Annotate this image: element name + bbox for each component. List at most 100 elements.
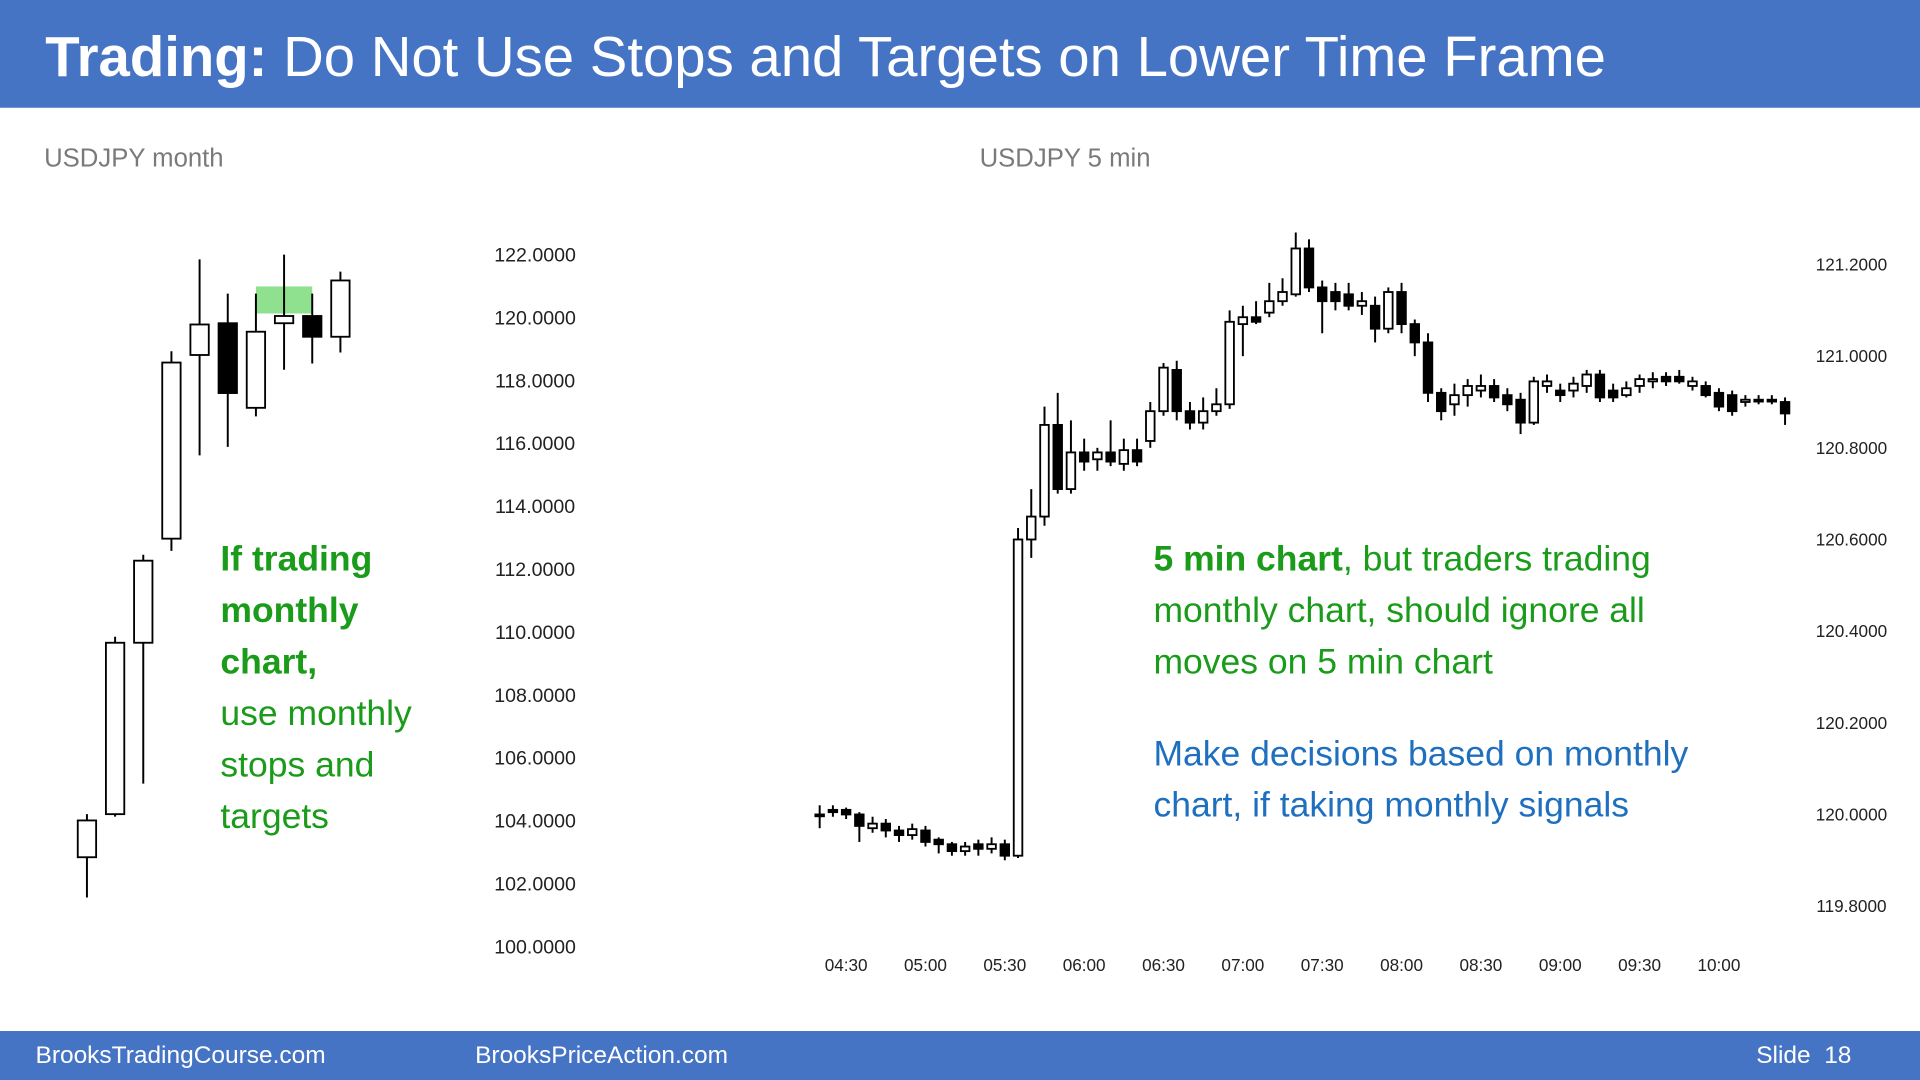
candle-body: [959, 845, 971, 853]
text-run: If trading: [220, 539, 372, 579]
y-tick-label: 116.0000: [495, 433, 575, 455]
candle-body: [893, 829, 905, 836]
candle-body: [840, 808, 852, 816]
x-tick-label: 09:00: [1539, 955, 1582, 975]
y-tick-label: 120.4000: [1816, 621, 1887, 641]
candle-body: [1184, 410, 1196, 424]
candle-body: [880, 822, 892, 832]
candle-body: [1409, 323, 1420, 344]
candle-body: [1740, 398, 1751, 403]
candle-body: [814, 813, 825, 818]
annotation-line: Make decisions based on monthly: [1153, 733, 1688, 773]
candle-body: [1118, 449, 1130, 465]
x-tick-label: 05:00: [904, 955, 947, 975]
y-tick-label: 122.0000: [494, 245, 576, 267]
candle-body: [1012, 538, 1024, 857]
y-tick-label: 120.6000: [1816, 529, 1887, 549]
text-run: use monthly: [220, 693, 412, 733]
candle-body: [1303, 247, 1315, 289]
annotation-line: monthly: [220, 590, 358, 630]
annotation-line: stops and: [220, 744, 374, 784]
text-run: Make decisions based on monthly: [1153, 733, 1688, 773]
y-tick-label: 112.0000: [495, 559, 575, 581]
candle-body: [1383, 291, 1394, 330]
candle-body: [1647, 378, 1659, 383]
candle-body: [245, 330, 267, 409]
chart-title: USDJPY 5 min: [980, 145, 1151, 173]
candle-body: [933, 838, 944, 846]
candle-body: [1475, 385, 1487, 392]
y-tick-label: 120.2000: [1816, 713, 1887, 733]
candle-body: [1039, 423, 1050, 518]
candle-body: [1687, 380, 1698, 387]
y-tick-label: 108.0000: [494, 685, 576, 707]
x-tick-label: 08:30: [1459, 955, 1502, 975]
text-run: stops and: [220, 744, 374, 784]
text-run: 5 min chart: [1153, 539, 1343, 579]
candle-body: [161, 361, 182, 540]
text-run: chart, if taking monthly signals: [1153, 785, 1629, 825]
candle-body: [1541, 380, 1553, 387]
candle-body: [1052, 423, 1063, 490]
y-tick-label: 121.0000: [1816, 346, 1887, 366]
annotation-line: If trading: [220, 539, 372, 579]
x-tick-label: 06:00: [1063, 955, 1106, 975]
candle-body: [1660, 375, 1672, 383]
x-tick-label: 09:30: [1618, 955, 1661, 975]
candle-body: [986, 843, 997, 850]
candle-body: [1290, 247, 1301, 296]
x-tick-label: 08:00: [1380, 955, 1423, 975]
candle-body: [1396, 291, 1407, 326]
candle-body: [1488, 385, 1500, 399]
candle-body: [76, 819, 98, 859]
y-tick-label: 100.0000: [494, 936, 576, 958]
x-tick-label: 10:00: [1698, 955, 1741, 975]
candle-body: [907, 828, 918, 836]
candle-body: [1555, 389, 1566, 397]
candle-body: [946, 843, 958, 853]
candle-body: [1436, 391, 1447, 413]
y-tick-label: 121.2000: [1816, 255, 1887, 275]
candle-body: [1250, 316, 1262, 323]
candle-body: [1462, 385, 1473, 397]
candle-body: [133, 559, 154, 644]
candle-body: [1330, 291, 1341, 303]
footer-bar: [0, 1031, 1920, 1080]
text-run: monthly chart, should ignore all: [1153, 590, 1644, 630]
candle-body: [1092, 451, 1103, 461]
y-tick-label: 118.0000: [495, 370, 575, 392]
candle-body: [1171, 369, 1182, 413]
candle-body: [1726, 394, 1738, 413]
candle-body: [1502, 394, 1513, 406]
candle-body: [1078, 451, 1090, 463]
annotation-line: use monthly: [220, 693, 412, 733]
candle-body: [1131, 449, 1143, 463]
candle-body: [189, 323, 210, 356]
x-tick-label: 06:30: [1142, 955, 1185, 975]
candle-body: [920, 829, 931, 843]
candle-body: [1753, 398, 1764, 403]
text-run: chart,: [220, 641, 317, 681]
candle-body: [1026, 515, 1037, 541]
text-run: , but traders trading: [1343, 539, 1651, 579]
candle-body: [1264, 300, 1275, 314]
annotation-line: chart, if taking monthly signals: [1153, 785, 1629, 825]
candle-body: [1528, 380, 1539, 424]
candle-body: [1766, 398, 1778, 403]
text-run: targets: [220, 796, 329, 836]
candle-body: [330, 279, 351, 338]
y-tick-label: 120.0000: [494, 307, 576, 329]
y-tick-label: 114.0000: [495, 496, 575, 518]
candle-body: [1237, 316, 1249, 326]
candle-body: [302, 315, 323, 338]
text-run: Do Not Use Stops and Targets on Lower Ti…: [267, 25, 1606, 88]
y-tick-label: 110.0000: [495, 622, 575, 644]
y-tick-label: 120.0000: [1816, 804, 1887, 824]
candle-body: [1343, 293, 1354, 307]
annotation-line: chart,: [220, 641, 317, 681]
candle-body: [1607, 389, 1619, 399]
candle-body: [1515, 398, 1526, 424]
candle-body: [1065, 451, 1077, 490]
